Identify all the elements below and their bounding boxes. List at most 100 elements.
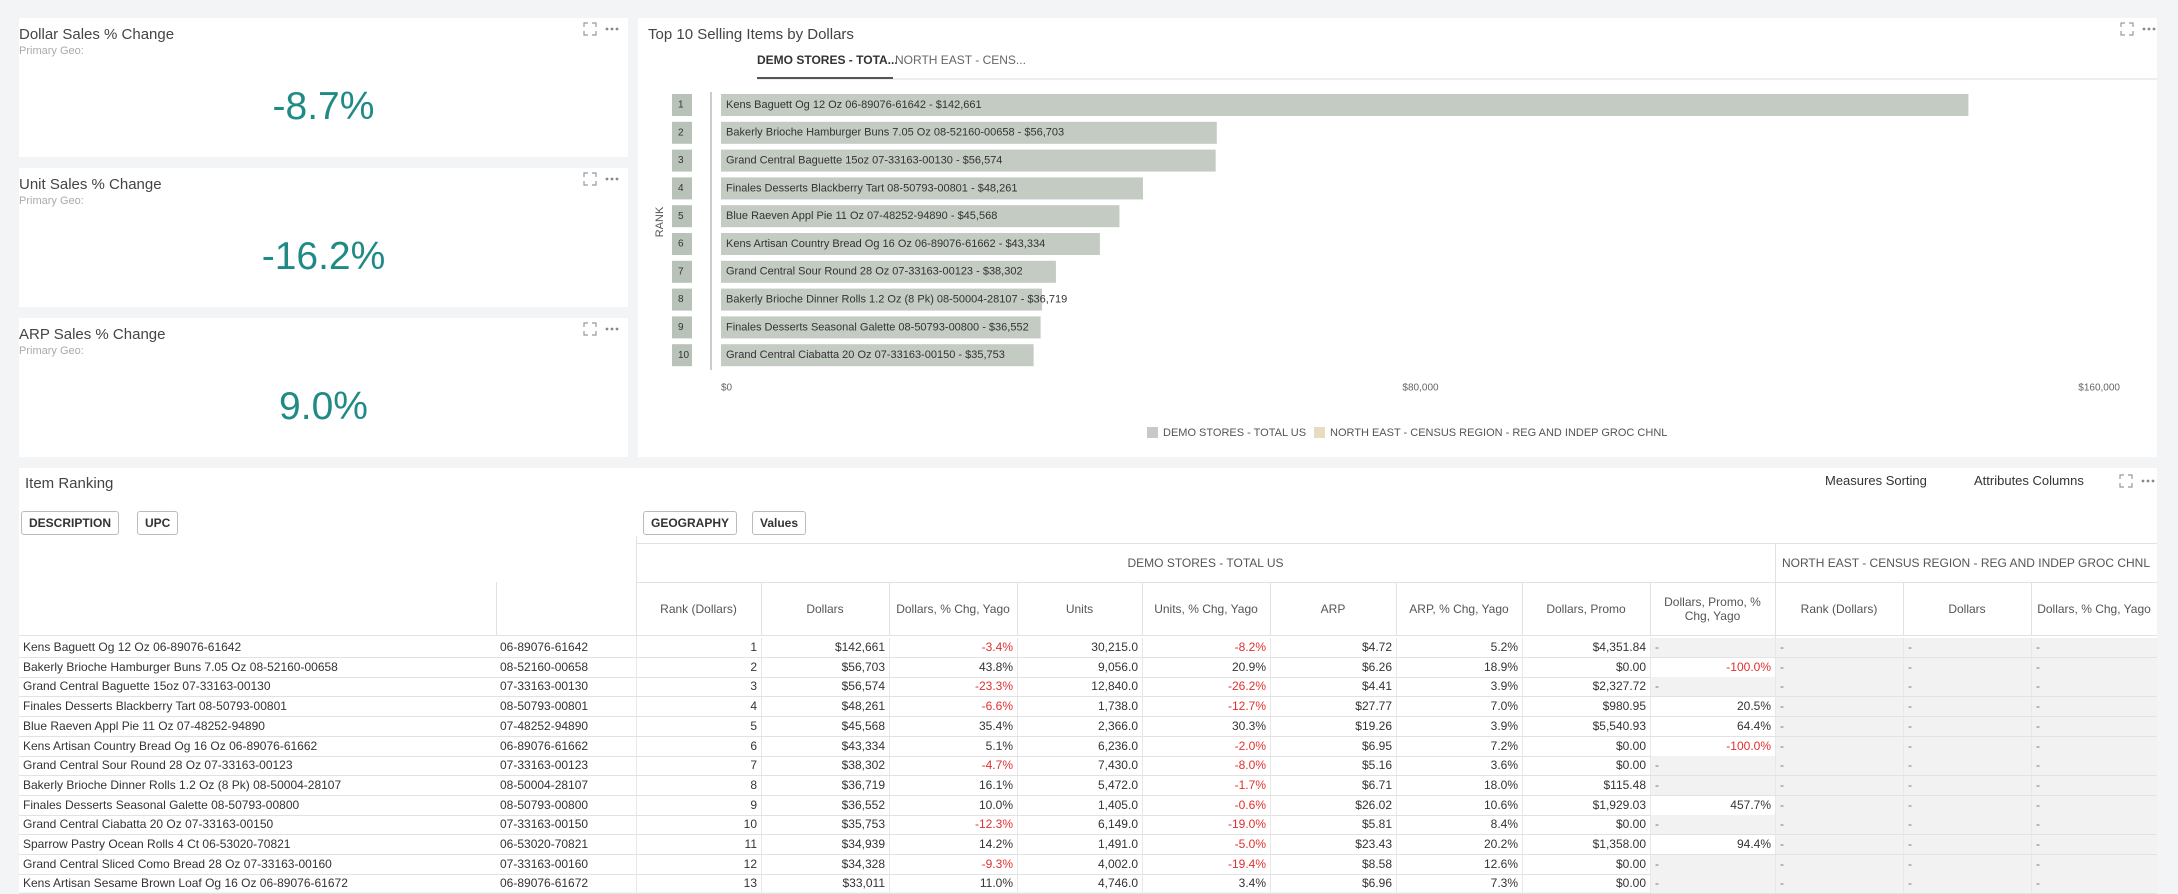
bar-label: Grand Central Baguette 15oz 07-33163-001…	[726, 155, 1002, 167]
table-cell: 7.2%	[1396, 736, 1522, 756]
column-header: ARP	[1320, 601, 1346, 616]
table-rule	[1270, 582, 1271, 636]
panel-icons[interactable]	[2120, 22, 2160, 36]
kpi-panel	[19, 168, 628, 307]
table-cell: 3.9%	[1396, 716, 1522, 736]
table-cell: 20.2%	[1396, 835, 1522, 854]
table-cell: -8.2%	[1142, 638, 1270, 657]
table-cell: -	[1775, 835, 1903, 854]
table-cell: -	[1903, 657, 2031, 677]
table-cell: 12.6%	[1396, 854, 1522, 874]
header-button[interactable]: Attributes Columns	[1974, 473, 2084, 488]
table-cell: -	[1903, 854, 2031, 874]
table-cell: $36,719	[761, 775, 889, 795]
table-cell: $6.95	[1270, 736, 1396, 756]
table-cell: Finales Desserts Blackberry Tart 08-5079…	[23, 699, 287, 714]
category-label: 5	[678, 211, 684, 222]
table-cell: -	[1903, 736, 2031, 756]
table-cell: -	[1775, 874, 1903, 894]
table-cell: $36,552	[761, 795, 889, 815]
column-header: Dollars	[806, 601, 844, 616]
table-cell: -	[1903, 835, 2031, 854]
rank-box	[672, 288, 692, 311]
table-cell: -	[1650, 775, 1775, 795]
table-cell: Kens Artisan Country Bread Og 16 Oz 06-8…	[23, 738, 318, 753]
tab[interactable]: DEMO STORES - TOTA...	[757, 53, 898, 67]
filter-chip[interactable]: GEOGRAPHY	[643, 511, 738, 535]
panel-icons[interactable]	[583, 322, 623, 336]
panel-icons[interactable]	[583, 22, 623, 36]
table-cell: Bakerly Brioche Hamburger Buns 7.05 Oz 0…	[23, 659, 338, 674]
kpi-title: Dollar Sales % Change	[19, 26, 175, 43]
table-cell: $1,929.03	[1522, 795, 1650, 815]
filter-chip[interactable]: DESCRIPTION	[21, 511, 120, 535]
table-cell: 4,002.0	[1017, 854, 1142, 874]
table-cell: 7	[636, 756, 761, 776]
table-cell: 5	[636, 716, 761, 736]
table-cell: -	[2031, 677, 2157, 697]
table-cell: Blue Raeven Appl Pie 11 Oz 07-48252-9489…	[23, 718, 265, 733]
column-header: Units	[1065, 601, 1094, 616]
expand-icon	[2119, 474, 2133, 488]
kpi-value: -8.7%	[272, 85, 375, 128]
table-rule	[2031, 582, 2032, 636]
table-cell: 3	[636, 677, 761, 697]
table-cell: 8	[636, 775, 761, 795]
rank-box	[672, 94, 692, 116]
table-rule	[1396, 582, 1397, 636]
table-rule	[496, 582, 497, 636]
table-cell: $27.77	[1270, 697, 1396, 717]
table-rule	[19, 775, 2157, 777]
table-rule	[761, 582, 762, 636]
tab[interactable]: NORTH EAST - CENS...	[895, 53, 1026, 67]
rank-box	[672, 149, 692, 172]
column-header: Dollars, Promo	[1546, 601, 1626, 616]
panel-icons[interactable]	[2119, 474, 2159, 488]
kpi-subtitle: Primary Geo:	[19, 45, 84, 57]
column-header: Rank (Dollars)	[1800, 601, 1878, 616]
table-cell: 10	[636, 815, 761, 835]
more-dot	[2152, 27, 2156, 31]
more-dot	[605, 327, 609, 331]
header-button[interactable]: Measures Sorting	[1825, 473, 1927, 488]
more-dot	[2151, 479, 2155, 483]
table-cell: $45,568	[761, 716, 889, 736]
x-tick-label: $0	[721, 383, 733, 394]
more-dot	[615, 177, 619, 181]
table-cell: $115.48	[1522, 775, 1650, 795]
filter-chip[interactable]: Values	[752, 511, 807, 535]
kpi-value: 9.0%	[279, 385, 368, 428]
table-cell: -	[2031, 854, 2157, 874]
bar	[721, 94, 1969, 116]
rank-box	[672, 121, 692, 144]
table-cell: 30.3%	[1142, 716, 1270, 736]
table-cell: 7,430.0	[1017, 756, 1142, 776]
chart-title: Top 10 Selling Items by Dollars	[648, 26, 854, 43]
x-tick-label: $80,000	[1402, 383, 1439, 394]
filter-chip[interactable]: UPC	[137, 511, 179, 535]
table-cell: 1,738.0	[1017, 697, 1142, 717]
table-rule	[19, 814, 2157, 816]
table-cell: 1,405.0	[1017, 795, 1142, 815]
expand-icon	[583, 22, 597, 36]
panel-icons[interactable]	[583, 172, 623, 186]
table-cell: -	[1775, 638, 1903, 657]
table-cell: $35,753	[761, 815, 889, 835]
table-rule	[19, 676, 2157, 678]
table-cell: 07-33163-00160	[500, 856, 589, 871]
legend-label: DEMO STORES - TOTAL US	[1163, 427, 1306, 439]
table-cell: $0.00	[1522, 736, 1650, 756]
table-cell: 06-89076-61662	[500, 738, 589, 753]
rank-box	[672, 260, 692, 283]
more-dot	[2147, 27, 2151, 31]
rank-box	[672, 177, 692, 200]
kpi-value: -16.2%	[261, 235, 386, 278]
bar-label: Bakerly Brioche Hamburger Buns 7.05 Oz 0…	[726, 127, 1064, 139]
table-cell: 06-89076-61672	[500, 876, 589, 891]
column-header: Dollars, % Chg, Yago	[896, 601, 1010, 616]
bar	[721, 121, 1217, 144]
category-label: 9	[678, 322, 684, 333]
table-cell: 07-48252-94890	[500, 718, 589, 733]
rank-box	[672, 344, 692, 367]
